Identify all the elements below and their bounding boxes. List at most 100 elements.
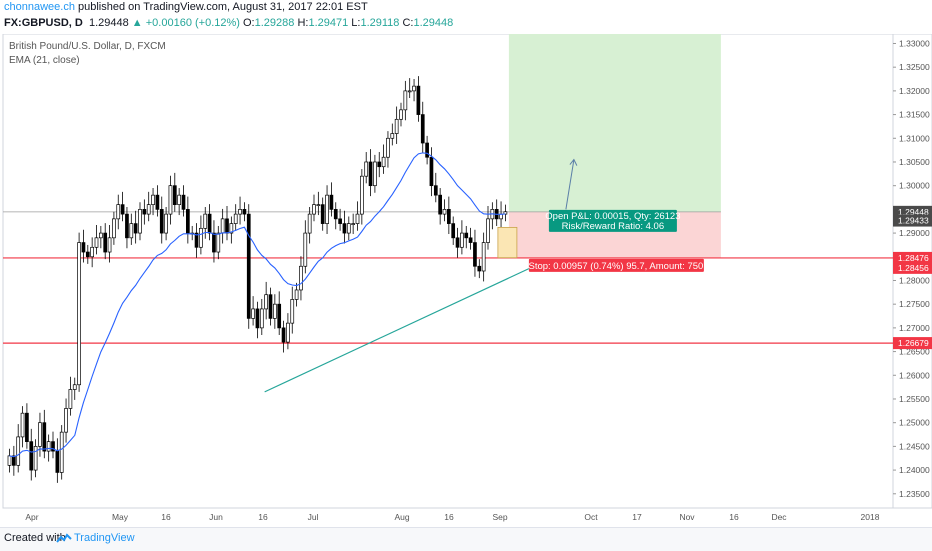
- candle-body: [172, 185, 177, 205]
- candle-body: [281, 327, 286, 343]
- footer-bar: Created with TradingView: [0, 527, 932, 551]
- candle-body: [138, 209, 142, 234]
- candle: [433, 172, 438, 203]
- candle: [316, 191, 321, 216]
- candle: [77, 232, 81, 392]
- x-tick-label: Aug: [394, 512, 409, 522]
- candle: [72, 377, 77, 400]
- y-tick-label: 1.29000: [899, 228, 930, 238]
- price-label-box: [893, 261, 932, 274]
- chart-area[interactable]: Open P&L: 0.00015, Qty: 26123 Risk/Reward…: [0, 29, 932, 524]
- x-tick-label: Apr: [25, 512, 38, 522]
- candle: [242, 202, 247, 222]
- candle-body: [77, 242, 81, 386]
- candle: [33, 439, 38, 478]
- candle-body: [307, 213, 312, 234]
- candle: [251, 296, 255, 326]
- candle-body: [177, 194, 181, 205]
- candle-body: [212, 232, 216, 253]
- candle: [90, 237, 95, 268]
- price-change: +0.00160 (+0.12%): [145, 17, 240, 29]
- candle: [277, 291, 282, 335]
- y-tick-label: 1.28000: [899, 275, 930, 285]
- candle-body: [68, 389, 73, 409]
- candle-body: [338, 218, 342, 224]
- candle-body: [194, 232, 199, 248]
- candle-body: [103, 232, 108, 253]
- candle-body: [438, 194, 442, 215]
- y-tick-label: 1.32500: [899, 62, 930, 72]
- candle-body: [159, 209, 164, 234]
- candle: [442, 199, 447, 222]
- x-tick-label: 16: [444, 512, 454, 522]
- candle: [146, 191, 151, 222]
- candle-body: [125, 213, 129, 239]
- candle-body: [481, 242, 486, 272]
- candle-body: [420, 114, 425, 144]
- candle: [447, 196, 451, 235]
- price-chart[interactable]: Open P&L: 0.00015, Qty: 26123Risk/Reward…: [0, 29, 932, 524]
- candle: [25, 403, 29, 449]
- y-tick-label: 1.31000: [899, 133, 930, 143]
- candle: [12, 445, 16, 476]
- y-tick-label: 1.26000: [899, 370, 930, 380]
- candle-body: [286, 322, 290, 343]
- candle: [290, 286, 295, 334]
- tradingview-link[interactable]: TradingView: [74, 532, 135, 544]
- candle: [112, 211, 116, 245]
- candle: [238, 196, 242, 225]
- y-tick-label: 1.24500: [899, 441, 930, 451]
- stop-label-text: Stop: 0.00957 (0.74%) 95.7, Amount: 750: [528, 261, 703, 272]
- candle-body: [386, 137, 390, 158]
- x-tick-label: Dec: [771, 512, 787, 522]
- low-value: 1.29118: [360, 17, 400, 29]
- x-tick-label: Sep: [492, 512, 507, 522]
- candle-body: [133, 223, 138, 234]
- candle: [286, 313, 290, 350]
- candle-body: [294, 289, 299, 300]
- entry-highlight-box: [497, 226, 518, 259]
- candle: [320, 197, 325, 231]
- candle: [416, 76, 421, 122]
- risk-reward-text: Risk/Reward Ratio: 4.06: [562, 221, 664, 232]
- candle-body: [238, 209, 242, 215]
- candle-body: [329, 194, 334, 210]
- candle: [259, 298, 264, 335]
- candle-body: [377, 161, 382, 168]
- candle: [381, 144, 386, 174]
- candle-body: [242, 209, 247, 215]
- candle: [51, 431, 55, 459]
- plot-frame: [2, 33, 894, 509]
- candle: [451, 216, 456, 245]
- symbol-ohlc-bar: FX:GBPUSD, D 1.29448 ▲ +0.00160 (+0.12%)…: [4, 17, 453, 29]
- x-tick-label: May: [112, 512, 129, 522]
- candle: [399, 102, 403, 127]
- price-label: 1.28476: [898, 253, 929, 263]
- candle-body: [64, 408, 68, 433]
- close-label: C:: [402, 17, 414, 29]
- candle: [390, 123, 395, 146]
- price-label-box: [893, 337, 932, 350]
- candle-body: [412, 85, 416, 92]
- candle-body: [312, 204, 316, 215]
- candle-body: [181, 194, 186, 210]
- candle: [138, 202, 142, 241]
- candle-body: [59, 431, 64, 473]
- candle-body: [203, 213, 208, 229]
- candle: [325, 185, 329, 235]
- candle: [455, 227, 460, 258]
- author-link[interactable]: chonnawee.ch: [4, 1, 75, 13]
- candle-body: [98, 232, 103, 239]
- candle: [468, 227, 473, 250]
- candle: [177, 188, 181, 216]
- x-tick-label: Jun: [209, 512, 223, 522]
- price-label-box: [893, 214, 932, 227]
- candle: [85, 244, 90, 264]
- candle-body: [29, 441, 34, 471]
- y-tick-label: 1.27500: [899, 299, 930, 309]
- x-tick-label: 17: [632, 512, 642, 522]
- x-tick-label: Oct: [584, 512, 598, 522]
- candle: [420, 101, 425, 154]
- candle-body: [464, 232, 469, 239]
- candle: [129, 213, 134, 245]
